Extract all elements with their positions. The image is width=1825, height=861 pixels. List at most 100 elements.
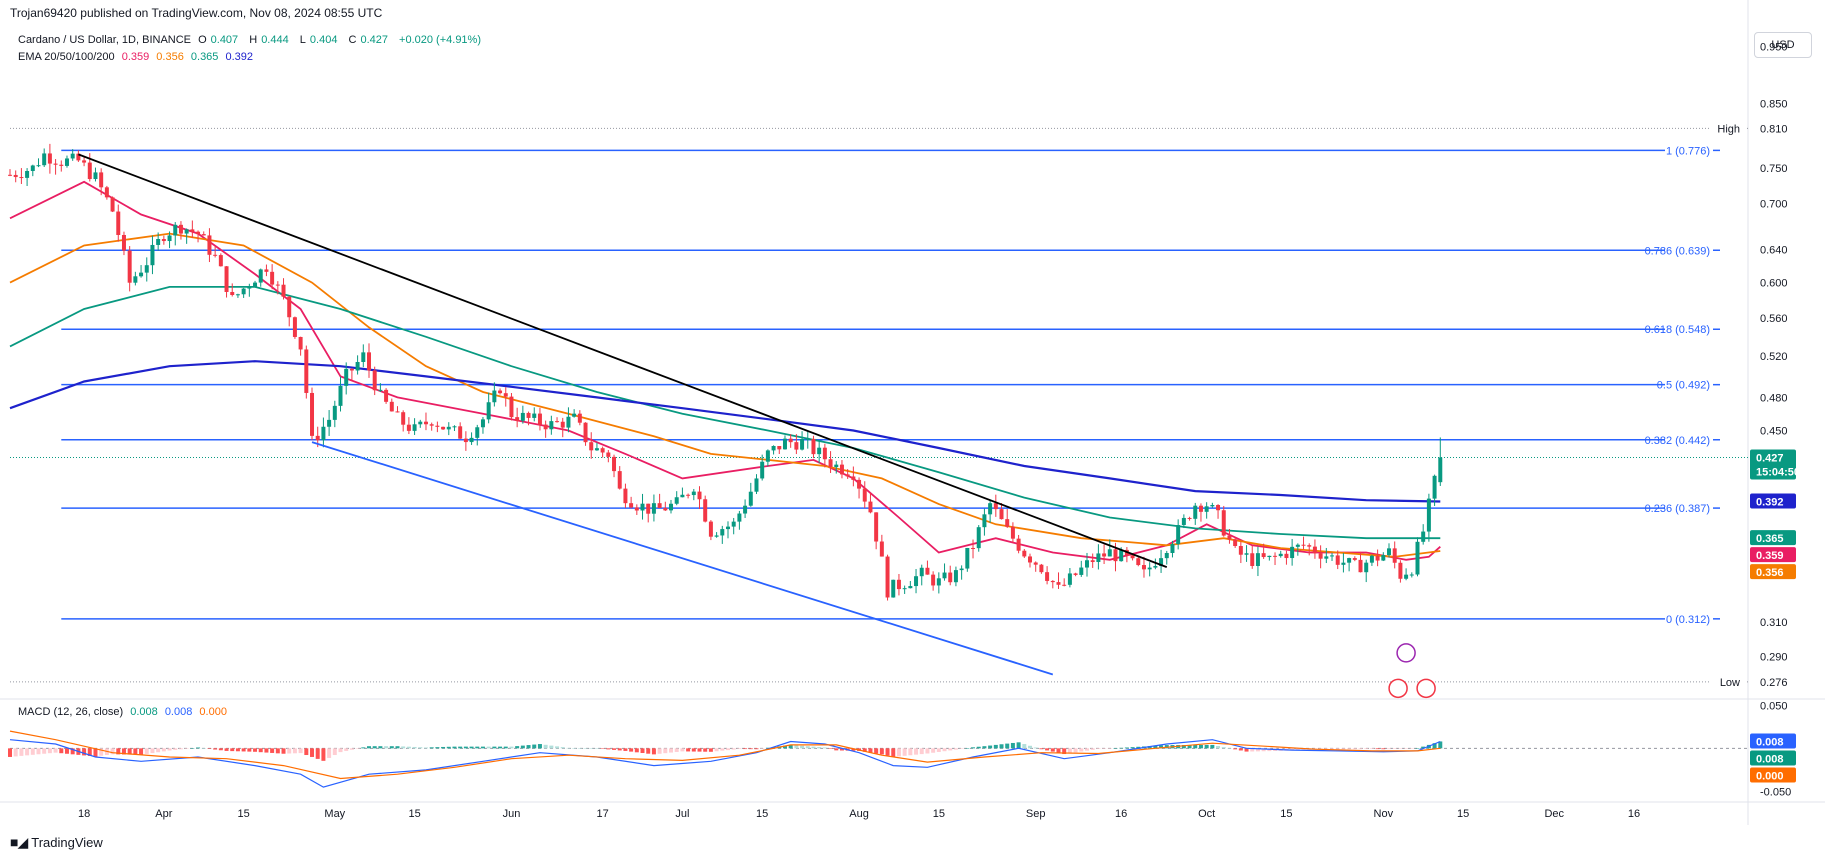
macd-histogram-bar — [418, 747, 423, 749]
currency-button[interactable]: USD — [1754, 32, 1812, 58]
price-tag-value: 0.356 — [1756, 567, 1784, 579]
macd-histogram-bar — [1369, 748, 1374, 749]
candle-body — [560, 421, 565, 428]
candle-body — [646, 503, 651, 514]
macd-histogram-bar — [167, 748, 172, 751]
macd-histogram-bar — [1073, 748, 1078, 753]
candle-body — [367, 352, 371, 371]
macd-histogram-bar — [1084, 748, 1089, 751]
candle-body — [1045, 572, 1050, 581]
macd-histogram-bar — [1216, 746, 1221, 749]
candle-body — [1238, 546, 1243, 555]
macd-histogram-bar — [589, 748, 594, 749]
candle-body — [1193, 505, 1198, 519]
candle-body — [82, 160, 87, 163]
x-tick-label: 15 — [1280, 808, 1292, 820]
candle-body — [1278, 553, 1283, 557]
macd-tag — [1750, 733, 1796, 749]
macd-histogram-bar — [406, 746, 411, 749]
macd-histogram-bar — [1210, 744, 1215, 749]
candle-body — [1295, 544, 1300, 547]
macd-histogram-bar — [1233, 748, 1238, 750]
macd-histogram-bar — [669, 748, 674, 753]
macd-histogram-bar — [1409, 748, 1414, 749]
macd-tag — [1750, 767, 1796, 783]
macd-histogram-bar — [292, 748, 297, 754]
candle-body — [1375, 555, 1380, 561]
candle-body — [201, 234, 206, 236]
candle-body — [270, 271, 275, 285]
macd-line — [9, 739, 1441, 788]
candle-body — [1267, 555, 1272, 558]
candle-body — [1010, 526, 1015, 539]
macd-histogram-bar — [828, 748, 833, 749]
candle-body — [1005, 519, 1010, 527]
macd-histogram-bar — [965, 748, 970, 749]
ema-line-ema200 — [9, 360, 1441, 503]
candle-body — [235, 294, 240, 296]
macd-tag-value: 0.008 — [1756, 753, 1784, 765]
macd-histogram-bar — [315, 748, 320, 759]
macd-histogram-bar — [475, 746, 480, 749]
macd-histogram-bar — [64, 748, 69, 754]
macd-histogram-bar — [25, 748, 30, 756]
macd-histogram-bar — [1227, 748, 1232, 749]
macd-histogram-bar — [372, 746, 377, 749]
macd-histogram-bar — [47, 748, 52, 754]
symbol-title: Cardano / US Dollar, 1D, BINANCE — [18, 34, 192, 46]
candle-body — [680, 494, 685, 498]
candle-body — [486, 402, 491, 420]
ema200-value: 0.392 — [225, 51, 254, 63]
candle-body — [1147, 567, 1152, 570]
macd-histogram-bar — [1050, 748, 1055, 752]
macd-histogram-bar — [304, 748, 309, 756]
macd-histogram-bar — [1056, 748, 1061, 753]
macd-histogram-bar — [988, 745, 993, 749]
candle-body — [230, 291, 235, 295]
macd-histogram-bar — [765, 747, 770, 749]
candle-body — [1330, 555, 1335, 557]
macd-histogram-bar — [737, 748, 742, 749]
close-label: C — [348, 34, 357, 46]
macd-histogram-bar — [1335, 748, 1340, 750]
price-tag-countdown: 15:04:50 — [1756, 467, 1800, 479]
candle-body — [47, 153, 52, 164]
macd-histogram-bar — [663, 748, 668, 754]
candle-body — [207, 235, 212, 255]
y-tick-label: 0.700 — [1760, 198, 1788, 210]
candle-body — [156, 239, 161, 245]
candle-body — [976, 527, 981, 549]
macd-tag-value: 0.008 — [1756, 736, 1784, 748]
tradingview-logo[interactable]: ■◢ TradingView — [10, 834, 103, 851]
candle-body — [1113, 549, 1118, 562]
candle-body — [1141, 565, 1146, 570]
candle-body — [674, 497, 679, 504]
candle-body — [657, 503, 662, 509]
macd-histogram-bar — [885, 748, 890, 756]
candle-body — [509, 396, 514, 418]
macd-histogram-bar — [361, 747, 366, 749]
candle-body — [1409, 574, 1414, 576]
macd-histogram-bar — [1153, 745, 1158, 749]
macd-histogram-bar — [948, 748, 953, 751]
candle-body — [737, 513, 742, 522]
macd-histogram-bar — [247, 748, 252, 752]
y-tick-label: 0.640 — [1760, 244, 1788, 256]
candle-body — [845, 474, 850, 477]
y-tick-label: 0.600 — [1760, 278, 1788, 290]
macd-histogram-bar — [13, 748, 18, 757]
macd-histogram-bar — [606, 748, 611, 750]
candle-body — [1102, 553, 1107, 557]
candle-body — [748, 491, 753, 506]
candle-body — [492, 390, 497, 403]
macd-histogram-bar — [703, 748, 708, 752]
open-value: 0.407 — [210, 34, 239, 46]
candle-body — [669, 503, 674, 511]
macd-histogram-bar — [498, 746, 503, 749]
macd-histogram-bar — [851, 748, 856, 751]
macd-histogram-bar — [612, 748, 617, 750]
candle-body — [1227, 535, 1232, 540]
macd-value: 0.008 — [130, 706, 158, 718]
macd-histogram-bar — [492, 746, 497, 749]
